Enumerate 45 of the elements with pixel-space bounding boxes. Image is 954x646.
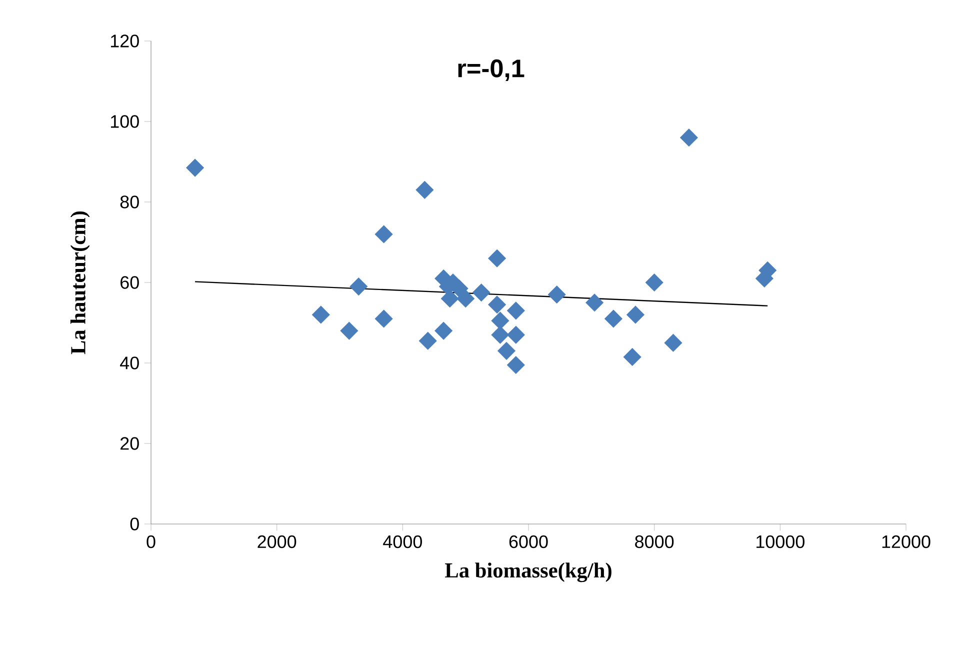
x-tick-label: 4000 [383,535,422,548]
x-tick-label: 12000 [882,535,930,548]
text: r=-0,1 [458,59,524,82]
y-tick-label: 120 [110,34,139,48]
x-tick-label: 8000 [635,535,674,548]
point [418,332,437,350]
point [472,284,490,302]
point [340,322,358,340]
point [416,180,434,199]
point [664,334,682,352]
point [586,294,604,312]
point [548,286,566,304]
x-axis-title: La biomasse(kg/h) [444,562,612,582]
point [374,225,393,244]
point [506,302,525,320]
point [491,312,510,330]
y-tick-label: 0 [130,518,139,530]
point [506,326,525,344]
point [604,310,622,328]
x-tick-label: 2000 [258,535,296,548]
point [680,128,698,147]
point [434,322,453,340]
y-tick-label: 20 [120,437,139,450]
x-tick-label: 6000 [509,535,548,548]
point [626,306,644,324]
x-tick-label: 10000 [756,535,804,548]
point [440,290,459,308]
point [623,348,642,366]
point [456,290,475,308]
point [186,158,204,177]
point [488,296,506,314]
y-tick-label: 100 [110,115,139,128]
point [350,278,368,296]
point [491,326,510,344]
point [498,342,516,360]
x-tick-label: 0 [146,535,156,548]
point [312,306,330,324]
point [506,356,525,374]
point [374,310,393,328]
y-tick-label: 60 [120,276,139,289]
y-axis-title: La hauteur(cm) [70,211,90,354]
y-tick-label: 40 [120,356,139,370]
y-tick-label: 80 [120,196,139,208]
point [488,249,506,268]
point [645,274,664,292]
